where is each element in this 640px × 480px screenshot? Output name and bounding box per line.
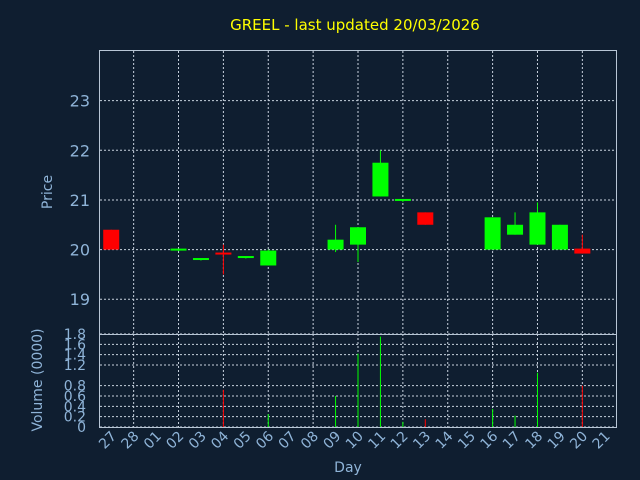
price-tick-label: 22: [70, 141, 90, 160]
candle-body: [394, 198, 411, 201]
volume-tick-label: 1.4: [64, 348, 86, 364]
volume-tick-label: 0.6: [64, 389, 86, 405]
volume-tick-label: 0.2: [64, 410, 86, 426]
volume-tick-label: 1.8: [64, 327, 86, 343]
volume-tick-label: 0.4: [64, 399, 86, 415]
volume-tick-label: 1.6: [64, 337, 86, 353]
candle-body: [417, 212, 434, 225]
volume-panel: 00.20.40.60.8 1.21.41.61.8: [64, 327, 617, 436]
candle-body: [507, 224, 524, 235]
price-tick-label: 19: [70, 290, 90, 309]
candle-body: [192, 258, 209, 261]
volume-tick-label: 0: [77, 420, 86, 436]
candle-body: [574, 248, 591, 254]
candle-body: [551, 224, 568, 250]
candle-body: [170, 248, 187, 251]
chart-title: GREEL - last updated 20/03/2026: [230, 16, 480, 34]
price-tick-label: 21: [70, 191, 90, 210]
price-tick-label: 20: [70, 241, 90, 260]
x-axis-label: Day: [334, 460, 362, 476]
volume-axis-label: Volume (0000): [30, 328, 46, 431]
candle-body: [484, 217, 501, 250]
candle-body: [215, 252, 232, 255]
volume-tick-label: 1.2: [64, 358, 86, 374]
candle-body: [327, 239, 344, 250]
volume-tick-label: 0.8: [64, 379, 86, 395]
candle-body: [260, 250, 277, 266]
candle-body: [237, 256, 254, 259]
price-panel: 19 20 21 22 23: [70, 50, 617, 335]
price-tick-label: 23: [70, 92, 90, 111]
candle-body: [350, 227, 366, 245]
price-axis-label: Price: [40, 175, 56, 209]
candle-body: [372, 162, 389, 197]
candle-body: [103, 229, 120, 250]
volume-panel-frame: [99, 334, 617, 428]
candle-body: [529, 212, 546, 245]
